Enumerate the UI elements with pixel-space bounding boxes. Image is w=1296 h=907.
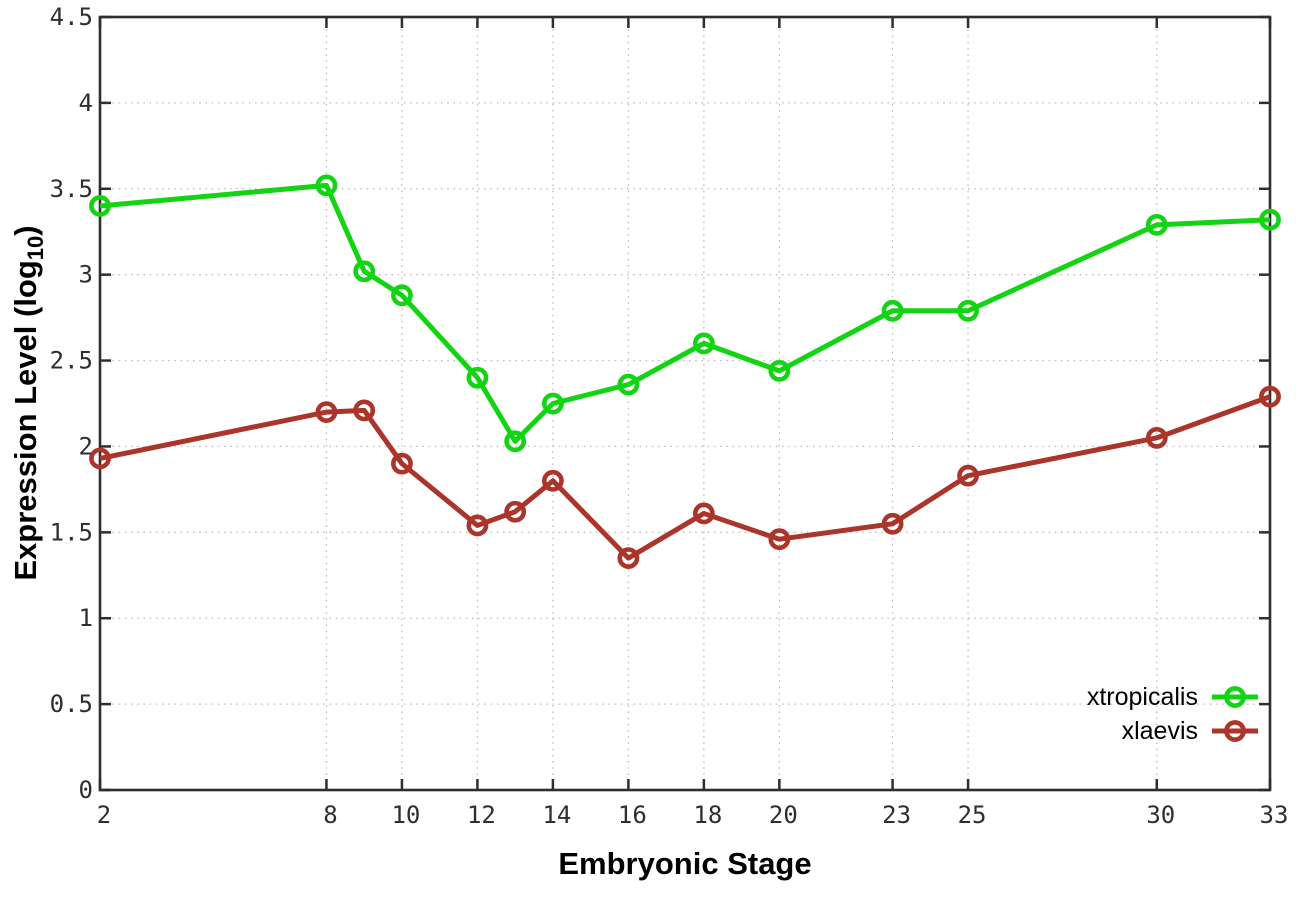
legend-item-xtropicalis: xtropicalis xyxy=(1087,683,1260,711)
series-xtropicalis-marker xyxy=(1145,213,1168,236)
series-xlaevis-marker xyxy=(768,528,791,551)
series-xtropicalis-marker xyxy=(89,195,111,217)
series-xtropicalis-marker xyxy=(881,299,904,322)
series-xlaevis-marker xyxy=(881,512,904,535)
x-tick-label: 33 xyxy=(1260,801,1289,829)
series-xtropicalis-marker xyxy=(391,284,413,307)
series-xlaevis-marker xyxy=(391,452,413,475)
series-xlaevis-line xyxy=(99,394,1271,561)
x-tick-label: 14 xyxy=(542,801,571,829)
x-tick-label: 30 xyxy=(1146,801,1175,829)
series-xtropicalis-marker xyxy=(957,299,979,322)
series-xtropicalis-marker xyxy=(692,332,715,355)
series-xlaevis-marker xyxy=(315,401,338,423)
y-tick-label: 4.5 xyxy=(50,3,93,31)
x-tick-label: 12 xyxy=(467,801,496,829)
series-xtropicalis-marker xyxy=(504,430,527,453)
x-tick-label: 23 xyxy=(882,801,911,829)
series-xlaevis-marker xyxy=(466,514,489,537)
series-xtropicalis-line xyxy=(99,182,1271,444)
series-xlaevis-marker xyxy=(89,447,111,470)
y-tick-label: 2 xyxy=(79,432,93,460)
series-xtropicalis-marker xyxy=(353,260,376,283)
legend-item-xlaevis: xlaevis xyxy=(1122,717,1260,745)
plot-border xyxy=(98,15,1272,792)
y-tick-label: 2.5 xyxy=(50,347,93,375)
x-tick-label: 2 xyxy=(97,801,111,829)
series-xlaevis-marker xyxy=(542,469,564,492)
x-tick-label: 10 xyxy=(391,801,420,829)
legend-label: xtropicalis xyxy=(1086,683,1198,711)
y-tick-label: 0.5 xyxy=(50,690,93,718)
x-tick-label: 8 xyxy=(323,801,337,829)
x-tick-label: 20 xyxy=(769,801,798,829)
y-tick-label: 0 xyxy=(79,776,93,804)
x-tick-label: 18 xyxy=(693,801,722,829)
series-xlaevis-marker xyxy=(353,399,376,422)
y-tick-label: 3.5 xyxy=(50,175,93,203)
y-tick-label: 4 xyxy=(79,89,93,117)
y-axis-title-subscript: 10 xyxy=(23,235,48,261)
series-xlaevis-marker xyxy=(617,547,640,570)
series-xlaevis-marker xyxy=(1145,426,1168,449)
series-xlaevis-marker xyxy=(957,464,979,487)
series-xtropicalis-marker xyxy=(617,373,640,396)
series-xtropicalis-marker xyxy=(542,392,564,415)
y-axis-title-text: Expression Level (log xyxy=(8,260,43,581)
series-xtropicalis-marker xyxy=(768,359,791,382)
line-circle-marker-icon xyxy=(1212,686,1258,708)
series-xlaevis-marker xyxy=(692,502,715,525)
series-xlaevis-marker xyxy=(504,500,527,523)
x-axis-title: Embryonic Stage xyxy=(558,846,812,881)
legend: xtropicalis xlaevis xyxy=(1087,683,1260,745)
series-xlaevis-marker xyxy=(1259,385,1281,408)
y-tick-label: 1 xyxy=(79,604,93,632)
legend-label: xlaevis xyxy=(1121,717,1198,745)
series-xtropicalis-marker xyxy=(466,366,489,389)
series-xtropicalis-marker xyxy=(1259,208,1281,231)
y-tick-label: 1.5 xyxy=(50,518,93,546)
series-xtropicalis-marker xyxy=(315,174,338,197)
y-tick-label: 3 xyxy=(79,261,93,289)
x-tick-label: 25 xyxy=(958,801,987,829)
y-axis-title: Expression Level (log10) xyxy=(8,225,48,581)
y-axis-title-close: ) xyxy=(8,225,43,236)
line-circle-marker-icon xyxy=(1212,720,1258,742)
x-tick-label: 16 xyxy=(618,801,647,829)
